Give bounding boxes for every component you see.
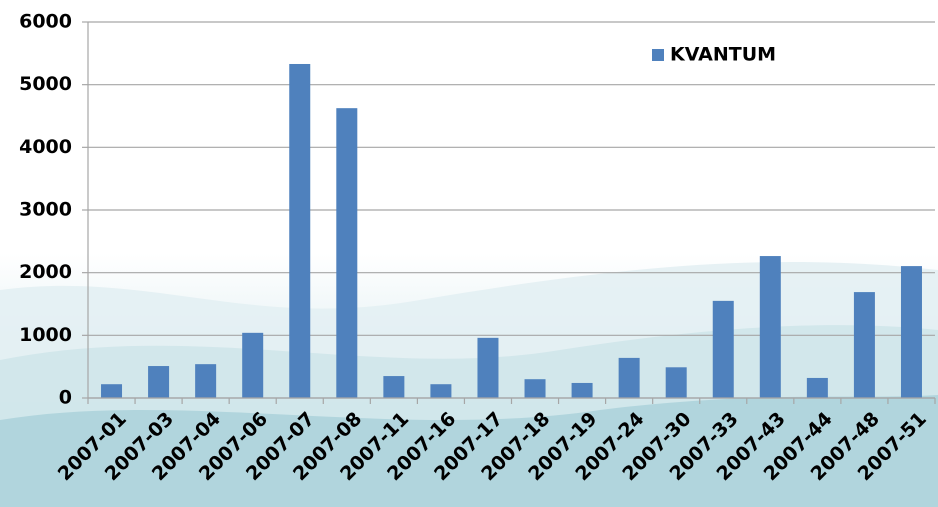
- bar: [101, 384, 123, 398]
- bar: [900, 266, 922, 398]
- legend-swatch: [652, 49, 664, 61]
- bar: [289, 63, 311, 399]
- bar: [195, 364, 217, 398]
- bar: [712, 300, 734, 398]
- legend-label: KVANTUM: [670, 44, 776, 66]
- y-tick-label: 0: [59, 387, 72, 409]
- bar: [383, 376, 405, 398]
- bar: [618, 357, 640, 398]
- bar: [430, 384, 452, 398]
- bar: [524, 379, 546, 398]
- bar: [665, 367, 687, 398]
- wave: [0, 395, 938, 507]
- y-tick-label: 4000: [19, 136, 72, 158]
- y-tick-label: 3000: [19, 199, 72, 221]
- bar: [242, 332, 264, 398]
- y-tick-label: 2000: [19, 261, 72, 283]
- y-tick-label: 5000: [19, 73, 72, 95]
- bar: [806, 377, 828, 398]
- bar: [571, 382, 593, 398]
- bar: [853, 292, 875, 398]
- bar: [336, 108, 358, 399]
- y-tick-label: 6000: [19, 11, 72, 33]
- bar: [759, 256, 781, 398]
- bar: [148, 366, 170, 398]
- y-tick-label: 1000: [19, 324, 72, 346]
- bar: [477, 337, 499, 398]
